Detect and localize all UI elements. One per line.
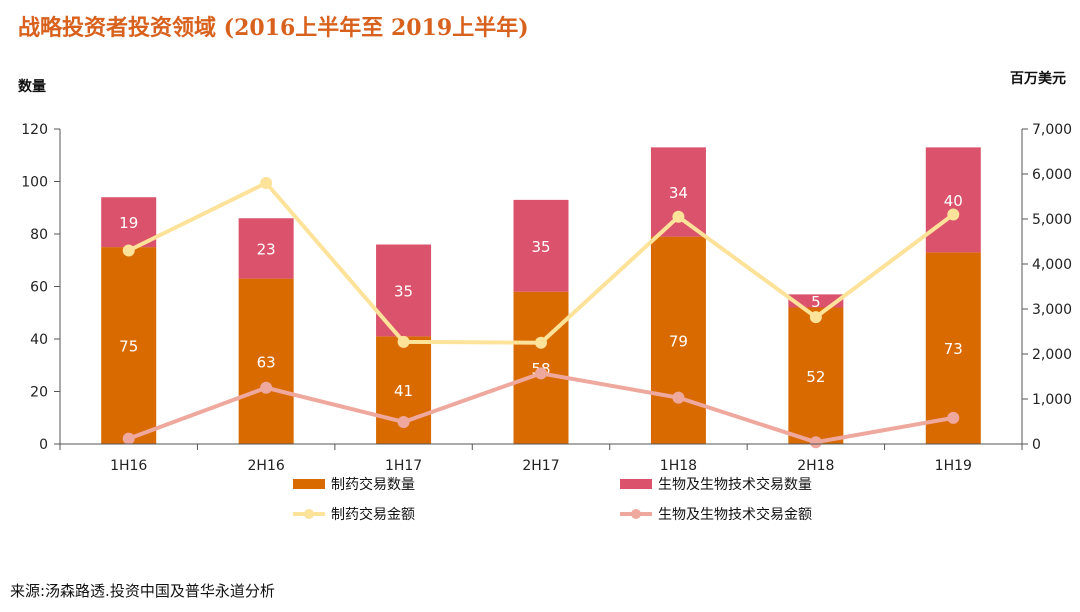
bar-biotech (238, 218, 294, 279)
bar-label-pharma: 75 (119, 338, 138, 356)
right-tick-label: 2,000 (1032, 347, 1072, 363)
legend-biotech-amount-marker (631, 509, 641, 519)
bar-pharma (788, 307, 844, 444)
right-tick-label: 4,000 (1032, 257, 1072, 273)
legend-pharma-amount-label: 制药交易金额 (331, 506, 415, 523)
bar-label-pharma: 73 (944, 340, 963, 358)
left-axis: 0 20 40 60 80 100 120 (21, 122, 61, 453)
x-tick-label: 2H17 (522, 458, 559, 474)
point-biotech-amount (947, 411, 960, 424)
point-pharma-amount (535, 336, 547, 349)
point-biotech-amount (809, 436, 822, 449)
bar-label-biotech: 34 (669, 184, 688, 202)
bar-biotech (925, 147, 981, 253)
legend-biotech-count-label: 生物及生物技术交易数量 (658, 476, 812, 493)
right-tick-label: 6,000 (1032, 167, 1072, 183)
bar-label-biotech: 5 (811, 293, 821, 311)
x-tick-label: 1H19 (935, 458, 972, 474)
bars: 751963234135583579345257340 (101, 147, 981, 444)
left-tick-label: 100 (21, 175, 48, 191)
bar-label-biotech: 19 (119, 214, 138, 232)
bar-label-pharma: 41 (394, 382, 413, 400)
chart-title: 战略投资者投资领域 (2016上半年至 2019上半年) (18, 15, 529, 41)
bar-biotech (513, 199, 569, 292)
x-axis: 1H16 2H16 1H17 2H17 1H18 2H18 1H19 (59, 443, 1023, 474)
left-tick-label: 40 (30, 332, 48, 348)
left-axis-title: 数量 (18, 78, 46, 95)
right-tick-label: 7,000 (1032, 122, 1072, 138)
bar-pharma (238, 278, 294, 444)
x-tick-label: 2H16 (248, 458, 285, 474)
point-biotech-amount (397, 415, 410, 428)
left-tick-label: 60 (30, 280, 48, 296)
x-tick-label: 1H18 (660, 458, 697, 474)
point-biotech-amount (260, 381, 273, 394)
right-axis-title: 百万美元 (1010, 70, 1066, 87)
bar-pharma (101, 247, 157, 444)
legend-pharma-amount-marker (304, 509, 314, 519)
bar-pharma (650, 236, 706, 444)
point-biotech-amount (122, 432, 135, 445)
right-axis: 0 1,000 2,000 3,000 4,000 5,000 6,000 7,000 (1021, 122, 1072, 453)
legend-biotech-count-swatch (620, 479, 652, 489)
point-pharma-amount (672, 210, 685, 223)
source-note: 来源:汤森路透.投资中国及普华永道分析 (10, 582, 275, 600)
point-pharma-amount (947, 208, 960, 221)
legend-pharma-count-label: 制药交易数量 (331, 476, 415, 493)
x-tick-label: 1H16 (110, 458, 147, 474)
point-pharma-amount (122, 244, 135, 257)
lines (122, 177, 960, 449)
right-tick-label: 1,000 (1032, 392, 1072, 408)
bar-label-pharma: 63 (257, 353, 276, 371)
bar-label-biotech: 23 (257, 240, 276, 258)
left-tick-label: 120 (21, 122, 48, 138)
bar-biotech (788, 294, 844, 308)
right-tick-label: 5,000 (1032, 212, 1072, 228)
legend-pharma-count-swatch (293, 479, 325, 489)
legend-biotech-amount-label: 生物及生物技术交易金额 (658, 506, 812, 523)
x-tick-label: 2H18 (797, 458, 834, 474)
right-tick-label: 0 (1032, 437, 1041, 453)
point-pharma-amount (260, 177, 273, 189)
left-tick-label: 80 (30, 227, 48, 243)
left-tick-label: 0 (39, 437, 48, 453)
point-pharma-amount (809, 311, 822, 324)
point-pharma-amount (397, 335, 410, 348)
right-tick-label: 3,000 (1032, 302, 1072, 318)
bar-label-pharma: 52 (806, 368, 825, 386)
bar-label-biotech: 35 (394, 282, 413, 300)
x-tick-label: 1H17 (385, 458, 422, 474)
point-biotech-amount (672, 391, 685, 404)
point-biotech-amount (535, 367, 547, 380)
bar-label-biotech: 35 (531, 238, 550, 256)
bar-label-pharma: 79 (669, 332, 688, 350)
bar-biotech (101, 197, 157, 248)
left-tick-label: 20 (30, 385, 48, 401)
bar-label-biotech: 40 (944, 192, 963, 210)
